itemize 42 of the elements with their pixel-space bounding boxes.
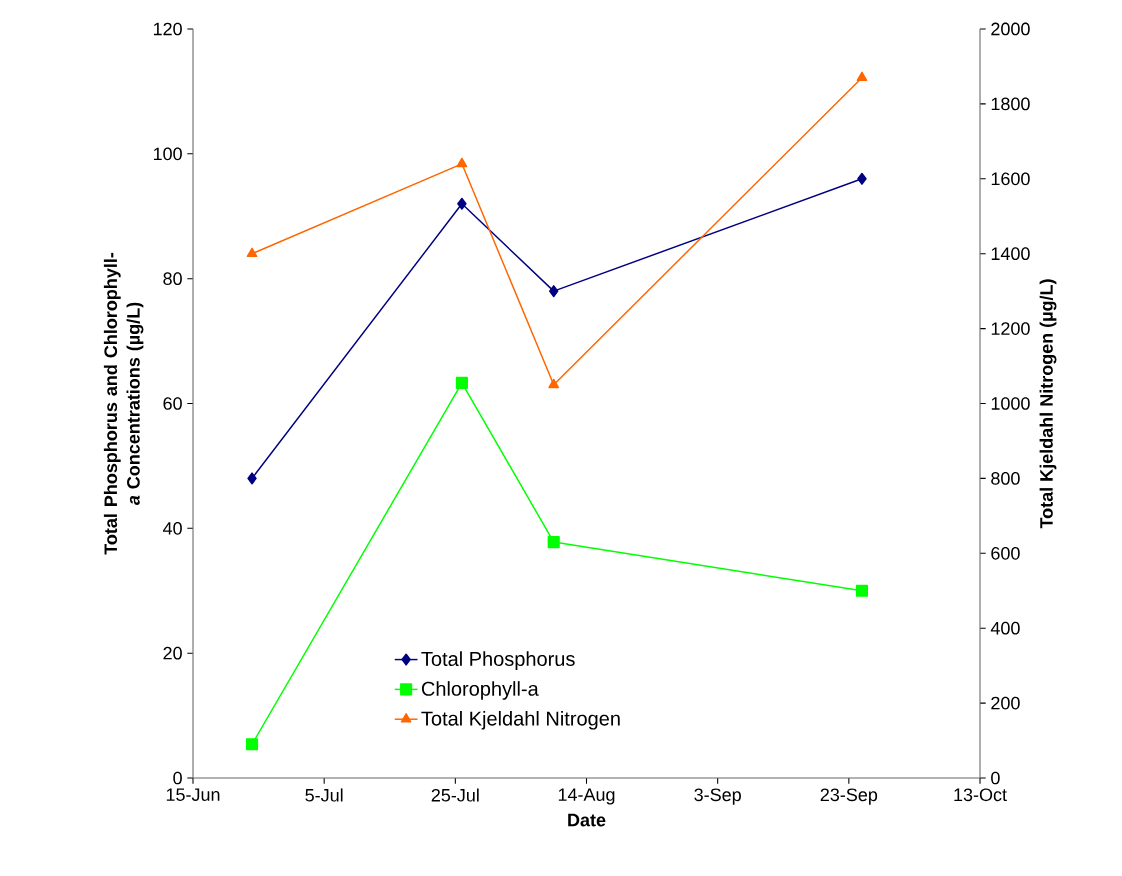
y-tick-label: 60 xyxy=(163,397,182,410)
y-tick-label: 0 xyxy=(173,771,182,785)
x-tick-label: 5-Jul xyxy=(305,788,343,802)
y-tick-label: 80 xyxy=(163,272,182,286)
point xyxy=(246,247,258,258)
y2-tick-label: 600 xyxy=(991,546,1020,560)
y2-tick-label: 1400 xyxy=(991,247,1030,261)
x-axis-title: Date xyxy=(568,813,606,827)
point xyxy=(857,172,867,185)
y2-tick-label: 1800 xyxy=(991,97,1030,111)
point xyxy=(245,738,259,751)
point xyxy=(855,584,869,597)
x-tick-label: 14-Aug xyxy=(558,788,615,805)
x-tick-label: 23-Sep xyxy=(820,788,878,805)
y-tick-label: 20 xyxy=(163,646,182,660)
y2-tick-label: 1600 xyxy=(991,172,1030,186)
legend-label: Chlorophyll-a xyxy=(421,681,539,700)
point xyxy=(456,157,468,168)
point xyxy=(856,71,868,82)
y2-axis-title: Total Kjeldahl Nitrogen (µg/L) xyxy=(1039,279,1057,529)
point xyxy=(247,472,257,485)
point xyxy=(455,376,468,389)
point xyxy=(548,285,559,298)
y2-tick-label: 1000 xyxy=(991,397,1030,410)
y-tick-label: 100 xyxy=(153,147,182,161)
y2-tick-label: 0 xyxy=(991,771,1000,785)
y-tick-label: 120 xyxy=(153,22,182,36)
point xyxy=(548,378,560,389)
x-tick-label: 15-Jun xyxy=(166,788,220,801)
y-tick-label: 40 xyxy=(163,521,182,535)
y2-tick-label: 1200 xyxy=(991,322,1030,335)
legend-label: Total Kjeldahl Nitrogen xyxy=(421,710,620,730)
x-tick-label: 13-Oct xyxy=(954,788,1007,802)
x-tick-label: 3-Sep xyxy=(694,788,741,805)
y2-tick-label: 400 xyxy=(990,621,1020,635)
y2-tick-label: 800 xyxy=(991,472,1020,485)
x-tick-label: 25-Jul xyxy=(431,788,479,802)
point xyxy=(457,197,467,210)
point xyxy=(547,535,560,549)
y2-tick-label: 200 xyxy=(991,696,1020,710)
legend-label: Total Phosphorus xyxy=(421,651,575,670)
y2-tick-label: 2000 xyxy=(991,22,1030,36)
